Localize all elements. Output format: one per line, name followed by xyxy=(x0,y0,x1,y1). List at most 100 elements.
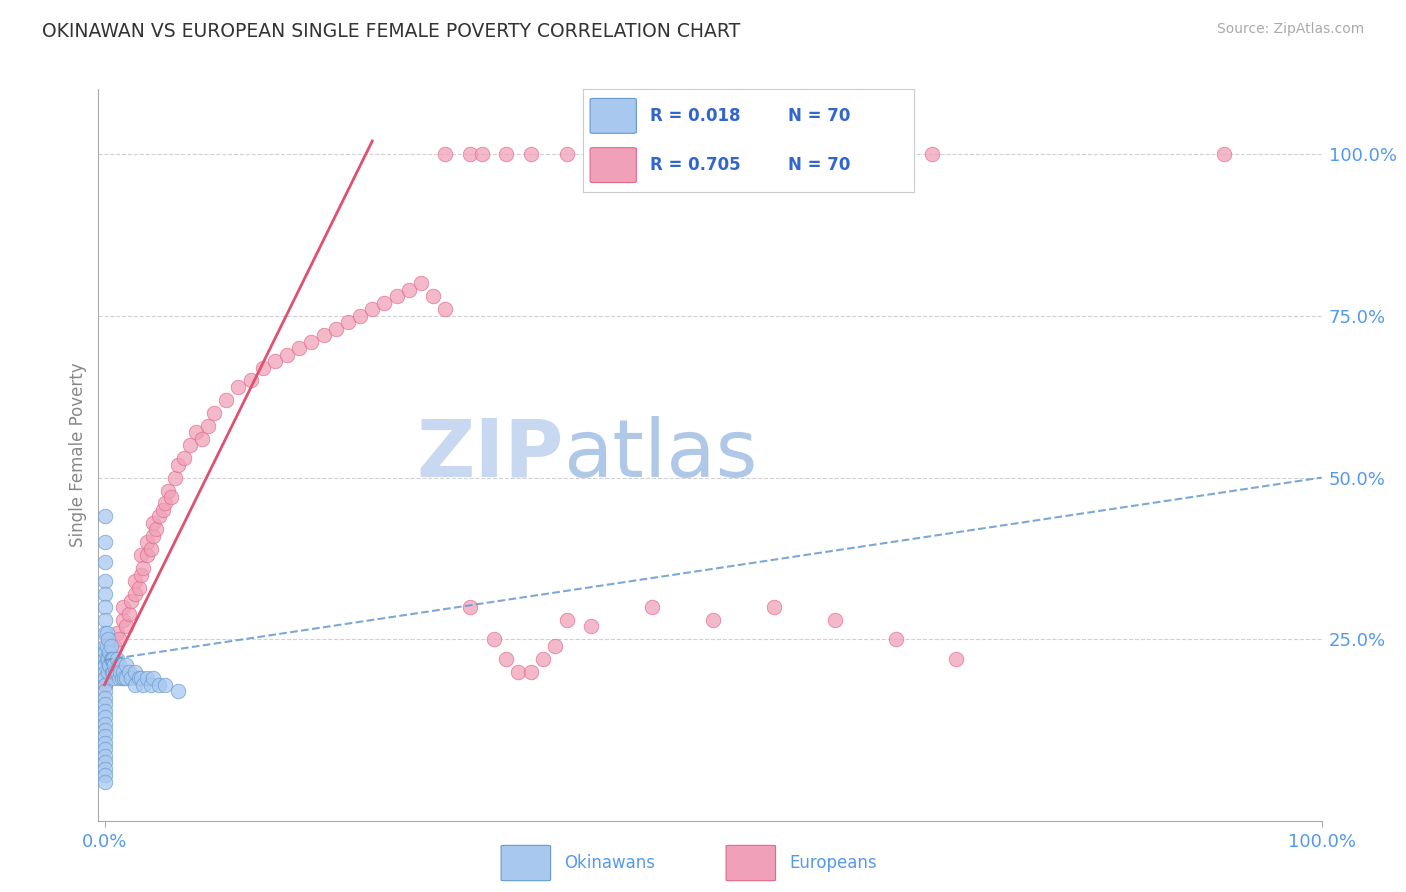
Point xyxy=(97,665,120,679)
Point xyxy=(361,302,384,317)
Point xyxy=(115,619,138,633)
Point xyxy=(349,309,371,323)
Text: Source: ZipAtlas.com: Source: ZipAtlas.com xyxy=(1216,22,1364,37)
Point xyxy=(434,147,457,161)
Point xyxy=(93,690,115,705)
Point xyxy=(101,652,124,666)
Point xyxy=(93,535,115,549)
Point xyxy=(93,736,115,750)
Point xyxy=(93,756,115,770)
Point xyxy=(173,451,195,466)
Point xyxy=(617,147,640,161)
Point xyxy=(166,684,188,698)
Point xyxy=(555,613,578,627)
Point xyxy=(702,613,724,627)
Point xyxy=(124,574,146,589)
Point xyxy=(101,665,124,679)
Point xyxy=(276,348,298,362)
Point xyxy=(495,652,517,666)
Point xyxy=(762,600,785,615)
Point xyxy=(458,600,481,615)
Point xyxy=(124,665,146,679)
Point xyxy=(156,483,179,498)
Point xyxy=(111,613,134,627)
Point xyxy=(103,671,125,685)
Point xyxy=(93,658,115,673)
Point xyxy=(93,645,115,659)
Point xyxy=(160,490,183,504)
Point xyxy=(555,147,578,161)
Point xyxy=(215,392,238,407)
Text: ZIP: ZIP xyxy=(416,416,564,494)
Point xyxy=(93,671,115,685)
Point xyxy=(202,406,225,420)
Point xyxy=(93,600,115,615)
Point xyxy=(93,742,115,756)
FancyBboxPatch shape xyxy=(591,98,637,133)
Point xyxy=(166,458,188,472)
Point xyxy=(129,567,152,582)
Point xyxy=(108,658,131,673)
Point xyxy=(100,652,122,666)
Point xyxy=(239,374,262,388)
Point xyxy=(112,671,135,685)
Point xyxy=(93,587,115,601)
Point xyxy=(155,678,177,692)
Point xyxy=(93,574,115,589)
Point xyxy=(100,639,122,653)
Point xyxy=(132,561,155,575)
Point xyxy=(148,678,170,692)
Point xyxy=(458,147,481,161)
Point xyxy=(105,652,128,666)
Point xyxy=(93,652,115,666)
Point xyxy=(373,295,395,310)
Point xyxy=(93,768,115,782)
Point xyxy=(531,652,554,666)
Text: R = 0.705: R = 0.705 xyxy=(650,156,740,174)
Point xyxy=(93,730,115,744)
Point xyxy=(96,665,118,679)
Point xyxy=(132,678,155,692)
Point xyxy=(136,535,159,549)
Point xyxy=(124,587,146,601)
FancyBboxPatch shape xyxy=(725,846,776,880)
Text: OKINAWAN VS EUROPEAN SINGLE FEMALE POVERTY CORRELATION CHART: OKINAWAN VS EUROPEAN SINGLE FEMALE POVER… xyxy=(42,22,741,41)
Point xyxy=(179,438,201,452)
Point xyxy=(118,665,141,679)
Point xyxy=(824,613,846,627)
Point xyxy=(110,665,132,679)
Point xyxy=(409,277,432,291)
Point xyxy=(155,496,177,510)
Point xyxy=(93,684,115,698)
Point xyxy=(124,678,146,692)
Point xyxy=(191,432,214,446)
Point xyxy=(581,619,603,633)
Point xyxy=(197,418,219,433)
Point xyxy=(93,723,115,737)
Point xyxy=(110,671,132,685)
Point xyxy=(336,315,359,329)
Point xyxy=(118,607,141,621)
Point xyxy=(228,380,250,394)
Point xyxy=(115,658,138,673)
Text: Okinawans: Okinawans xyxy=(564,854,655,872)
Point xyxy=(103,658,125,673)
Point xyxy=(252,360,274,375)
Point xyxy=(93,762,115,776)
Point xyxy=(385,289,408,303)
Point xyxy=(884,632,907,647)
Text: Europeans: Europeans xyxy=(789,854,877,872)
Point xyxy=(97,632,120,647)
Point xyxy=(97,652,120,666)
Point xyxy=(93,774,115,789)
Point xyxy=(145,522,167,536)
Point xyxy=(93,665,115,679)
Point xyxy=(98,645,121,659)
Text: atlas: atlas xyxy=(564,416,758,494)
Point xyxy=(148,509,170,524)
Point xyxy=(544,639,567,653)
Point xyxy=(111,665,134,679)
Point xyxy=(111,600,134,615)
Point xyxy=(129,548,152,562)
Point xyxy=(105,626,128,640)
